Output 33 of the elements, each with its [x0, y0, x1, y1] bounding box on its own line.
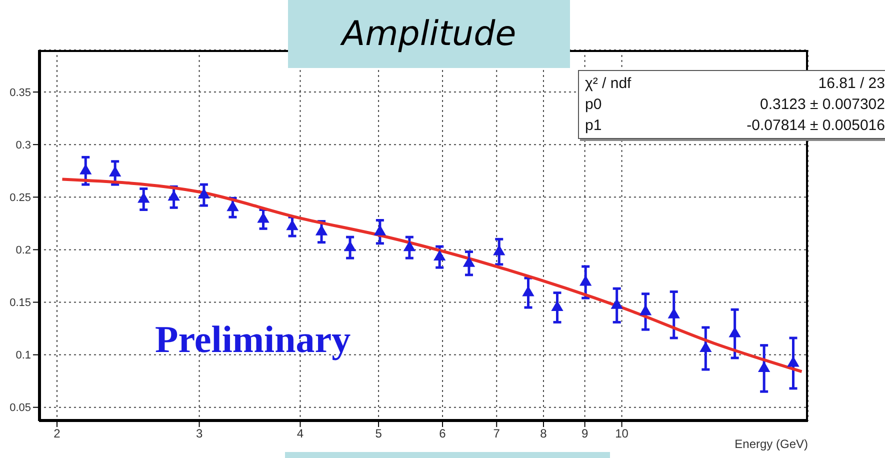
x-axis-title: Energy (GeV) — [734, 437, 808, 451]
y-tick-label: 0.15 — [10, 297, 31, 310]
point — [434, 250, 446, 261]
chart-title: Amplitude — [288, 0, 570, 68]
y-tick-label: 0.05 — [10, 402, 31, 414]
x-tick-label: 10 — [615, 426, 629, 441]
y-tick-label: 0.3 — [16, 139, 31, 152]
annotation: χ² / ndf — [585, 74, 632, 94]
point — [758, 361, 770, 372]
annotation: p1 — [585, 116, 602, 136]
annotation: p0 — [585, 95, 602, 115]
text: 16.81 / 23 — [818, 74, 885, 94]
x-tick-label: 3 — [196, 426, 203, 441]
annotation: 0.3123 ± 0.007302 — [760, 95, 885, 115]
x-tick-label: 8 — [540, 426, 548, 441]
x-tick-label: 4 — [296, 426, 304, 441]
x-tick-label: 5 — [375, 426, 382, 441]
point — [462, 256, 476, 267]
point — [168, 190, 180, 201]
annotation: -0.07814 ± 0.005016 — [746, 116, 885, 136]
point — [700, 341, 712, 352]
x-tick-label: 7 — [493, 426, 500, 441]
y-tick-label: 0.2 — [16, 244, 31, 257]
x-tick-label: 6 — [439, 426, 446, 441]
x-tick-label: 2 — [54, 426, 61, 441]
point — [403, 240, 416, 252]
point — [198, 188, 210, 199]
annotation: Preliminary — [155, 318, 351, 362]
x-tick-label: 9 — [581, 426, 588, 441]
y-tick-label: 0.25 — [10, 192, 31, 204]
point — [226, 200, 239, 212]
y-tick-label: 0.1 — [16, 350, 31, 362]
y-tick-label: 0.35 — [10, 86, 31, 99]
